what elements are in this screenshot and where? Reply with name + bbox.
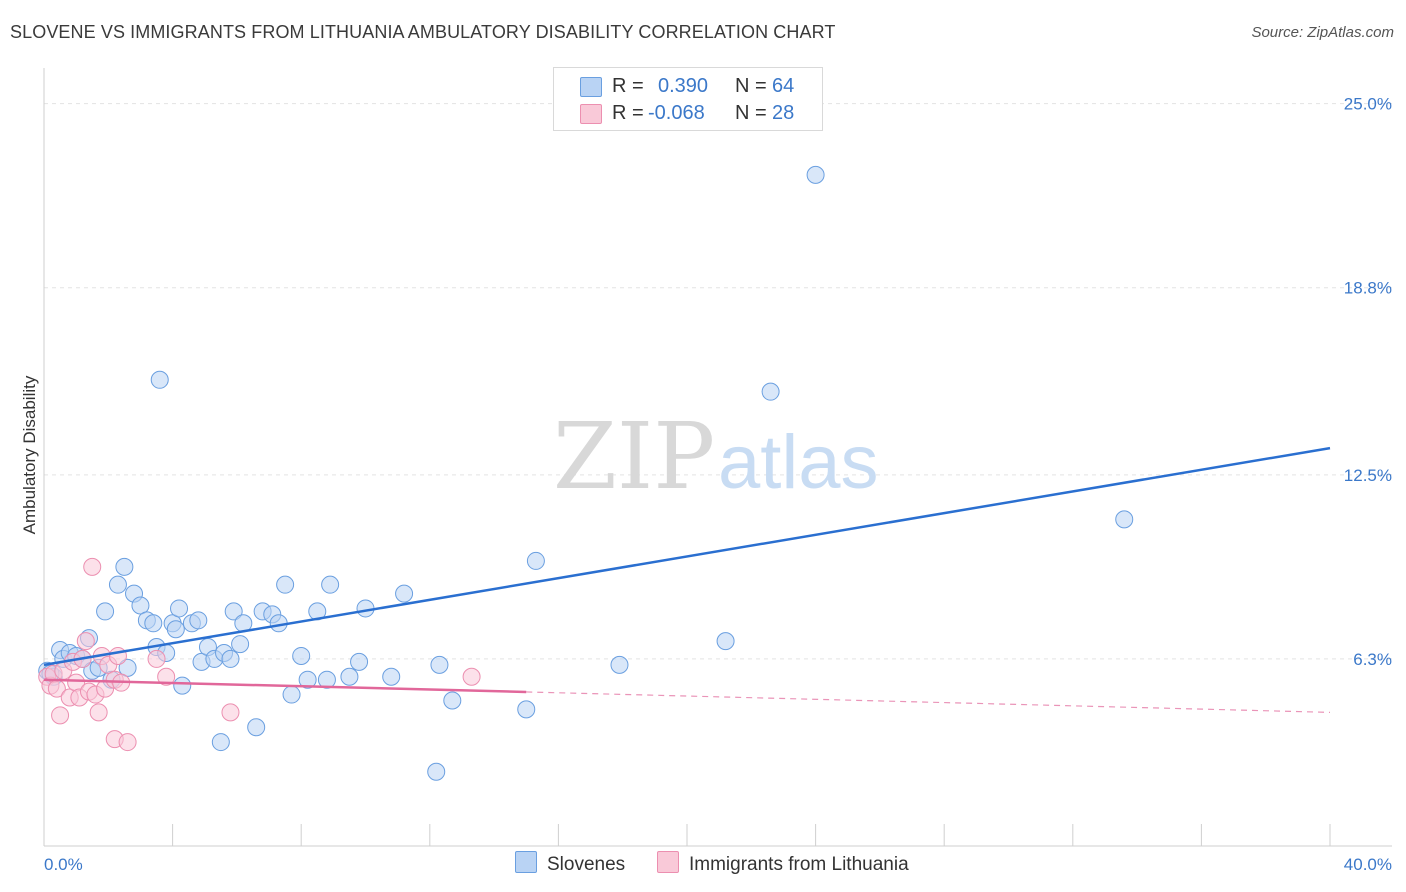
data-point (292, 646, 311, 665)
data-point (170, 599, 189, 618)
data-point (131, 596, 150, 615)
data-point (51, 706, 70, 725)
data-point (144, 614, 163, 633)
data-point (276, 575, 295, 594)
legend-n-value: 28 (772, 102, 795, 124)
data-point (282, 685, 301, 704)
legend-r-label: R = (612, 75, 644, 97)
data-point (526, 551, 545, 570)
legend-r-label: R = (612, 102, 644, 124)
data-point (716, 632, 735, 651)
trend-lines (43, 446, 1331, 713)
data-point (340, 667, 359, 686)
data-point (118, 733, 137, 752)
bottom-legend-lithuania: Immigrants from Lithuania (657, 851, 909, 876)
chart-title: SLOVENE VS IMMIGRANTS FROM LITHUANIA AMB… (10, 22, 836, 42)
data-point (166, 620, 185, 639)
data-point (115, 557, 134, 576)
trend-line-extension (526, 691, 1331, 713)
data-point (83, 557, 102, 576)
data-point (221, 649, 240, 668)
watermark: ZIP atlas (553, 403, 879, 510)
bottom-legend-swatch-lithuania (657, 851, 679, 873)
legend-r-value: 0.390 (658, 75, 709, 97)
y-axis-label: Ambulatory Disability (20, 375, 39, 534)
legend-swatch-slovenes (580, 77, 602, 97)
data-point (382, 667, 401, 686)
data-point (1115, 510, 1134, 529)
data-point (761, 382, 780, 401)
data-point (173, 676, 192, 695)
data-point (443, 691, 462, 710)
y-tick-label: 12.5% (1344, 466, 1392, 485)
data-point (321, 575, 340, 594)
data-point (221, 703, 240, 722)
data-series (38, 165, 1134, 781)
trend-line (43, 678, 527, 694)
y-tick-label: 25.0% (1344, 95, 1392, 114)
y-tick-labels: 6.3% 12.5% 18.8% 25.0% (1344, 95, 1392, 669)
data-point (247, 718, 266, 737)
watermark-zip: ZIP (553, 403, 715, 510)
data-point (517, 700, 536, 719)
data-point (211, 733, 230, 752)
data-point (108, 575, 127, 594)
data-point (610, 655, 629, 674)
legend-n-label: N = (735, 75, 767, 97)
bottom-legend-slovenes: Slovenes (515, 851, 625, 876)
x-tick-label: 40.0% (1344, 855, 1392, 874)
chart-source: Source: ZipAtlas.com (1251, 24, 1394, 41)
legend-swatch-lithuania (580, 104, 602, 124)
data-point (157, 667, 176, 686)
watermark-atlas: atlas (718, 420, 879, 505)
legend-r-value: -0.068 (648, 102, 705, 124)
stats-legend: R = 0.390 N = 64 R = -0.068 N = 28 (553, 67, 823, 131)
data-point (147, 649, 166, 668)
x-axis-ticks (43, 824, 1331, 846)
legend-n-value: 64 (772, 75, 795, 97)
legend-n-label: N = (735, 102, 767, 124)
data-point (224, 602, 243, 621)
data-point (317, 670, 336, 689)
grid-lines (44, 103, 1392, 660)
data-point (108, 646, 127, 665)
data-point (189, 611, 208, 630)
data-point (118, 658, 137, 677)
x-tick-labels: 0.0% 40.0% (44, 855, 1392, 874)
data-point (231, 635, 250, 654)
trend-line (43, 446, 1331, 667)
data-point (150, 370, 169, 389)
axes (43, 68, 1392, 847)
data-point (430, 655, 449, 674)
data-point (806, 165, 825, 184)
series-lithuania (38, 557, 481, 752)
data-point (89, 703, 108, 722)
data-point (395, 584, 414, 603)
bottom-legend-label: Slovenes (547, 854, 626, 875)
y-tick-label: 6.3% (1353, 650, 1392, 669)
data-point (462, 667, 481, 686)
y-tick-label: 18.8% (1344, 279, 1392, 298)
bottom-legend-swatch-slovenes (515, 851, 537, 873)
data-point (350, 652, 369, 671)
data-point (298, 670, 317, 689)
bottom-legend-label: Immigrants from Lithuania (689, 854, 909, 875)
x-tick-label: 0.0% (44, 855, 83, 874)
data-point (96, 602, 115, 621)
data-point (76, 632, 95, 651)
data-point (427, 762, 446, 781)
